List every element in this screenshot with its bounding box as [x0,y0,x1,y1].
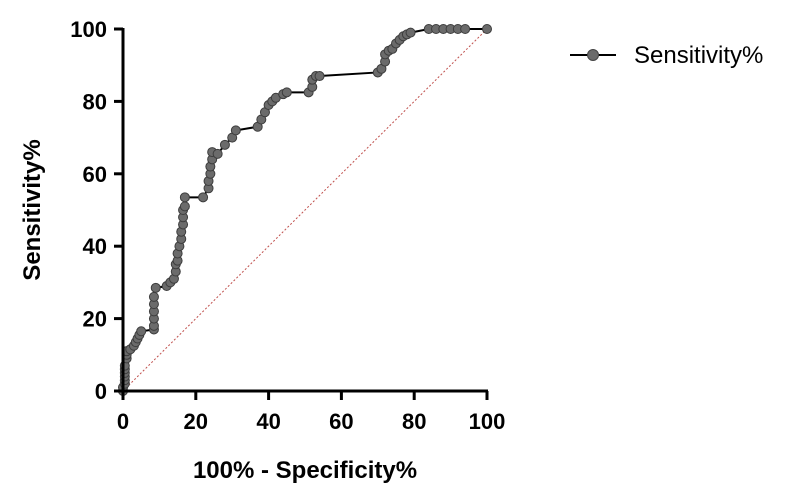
data-point [179,201,190,212]
data-point [314,71,325,82]
x-axis-title: 100% - Specificity% [193,457,417,484]
data-point [230,125,241,136]
data-point [405,27,416,38]
data-point [460,24,471,34]
reference-diagonal-line [122,28,488,392]
data-point [482,24,492,34]
x-tick-label: 80 [402,409,426,434]
data-point [179,192,190,203]
x-tick-label: 40 [256,409,280,434]
y-tick-label: 0 [95,379,107,404]
legend: Sensitivity% [570,42,763,69]
data-point [212,148,223,159]
y-tick-label: 40 [83,234,107,259]
x-tick-label: 0 [117,409,129,434]
y-tick-label: 60 [83,162,107,187]
x-tick-label: 20 [184,409,208,434]
data-point [198,192,209,203]
x-tick-label: 60 [329,409,353,434]
y-axis-ticks: 0 20 40 60 80 100 [70,17,123,404]
y-tick-label: 20 [83,307,107,332]
data-point [148,291,159,302]
series-markers [118,24,492,396]
x-axis-ticks: 0 20 40 60 80 100 [117,391,505,434]
y-tick-label: 100 [70,17,107,42]
data-point [150,282,161,293]
data-point [281,87,292,98]
data-point [219,139,230,150]
x-tick-label: 100 [469,409,506,434]
y-tick-label: 80 [83,89,107,114]
data-point [136,326,147,337]
legend-marker-swatch [587,49,599,61]
y-axis-title: Sensitivity% [19,139,46,280]
legend-label-sensitivity: Sensitivity% [634,42,763,69]
